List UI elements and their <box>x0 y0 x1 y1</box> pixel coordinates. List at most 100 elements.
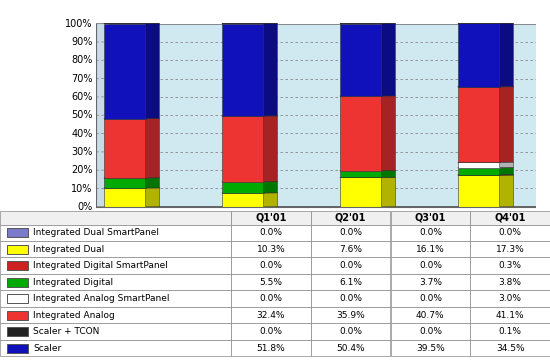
Polygon shape <box>104 24 146 119</box>
Bar <box>311 290 390 307</box>
Text: 51.8%: 51.8% <box>256 343 285 352</box>
Polygon shape <box>500 23 513 87</box>
Bar <box>311 323 390 340</box>
Bar <box>470 307 550 323</box>
Polygon shape <box>500 168 513 175</box>
Bar <box>311 340 390 356</box>
Text: 50.4%: 50.4% <box>336 343 365 352</box>
Text: 0.0%: 0.0% <box>339 261 362 270</box>
Bar <box>0 323 231 340</box>
Bar <box>390 225 470 241</box>
Polygon shape <box>382 96 395 171</box>
Text: Q4'01: Q4'01 <box>463 214 494 224</box>
Bar <box>470 290 550 307</box>
Polygon shape <box>104 178 146 188</box>
Polygon shape <box>500 162 513 168</box>
Polygon shape <box>104 119 146 178</box>
Text: Q4'01: Q4'01 <box>494 213 526 223</box>
Polygon shape <box>382 171 395 178</box>
Polygon shape <box>340 96 382 171</box>
Bar <box>470 211 550 225</box>
Polygon shape <box>146 188 159 207</box>
Polygon shape <box>263 116 277 182</box>
Bar <box>311 257 390 274</box>
Text: 90%: 90% <box>71 37 92 47</box>
Text: 34.5%: 34.5% <box>496 343 525 352</box>
Bar <box>390 290 470 307</box>
Polygon shape <box>382 24 395 96</box>
Text: 39.5%: 39.5% <box>416 343 445 352</box>
Text: 0.0%: 0.0% <box>260 228 282 237</box>
Text: 40.7%: 40.7% <box>416 311 445 319</box>
Text: 41.1%: 41.1% <box>496 311 525 319</box>
Text: 0.0%: 0.0% <box>499 228 521 237</box>
Text: 100%: 100% <box>65 19 92 29</box>
Text: Q3'01: Q3'01 <box>415 213 446 223</box>
Bar <box>7 327 28 336</box>
Bar <box>0 340 231 356</box>
Bar <box>231 211 311 225</box>
Bar <box>390 211 470 225</box>
Text: 50%: 50% <box>71 110 92 120</box>
Text: 17.3%: 17.3% <box>496 245 525 254</box>
Polygon shape <box>222 116 263 182</box>
Bar <box>311 307 390 323</box>
Bar <box>470 323 550 340</box>
Text: Integrated Analog SmartPanel: Integrated Analog SmartPanel <box>34 294 170 303</box>
Bar <box>0 241 231 257</box>
Polygon shape <box>263 182 277 193</box>
Text: 0.0%: 0.0% <box>419 261 442 270</box>
Bar <box>0 225 231 241</box>
Bar <box>470 340 550 356</box>
Text: 0.0%: 0.0% <box>260 327 282 336</box>
Polygon shape <box>382 177 395 207</box>
Polygon shape <box>263 193 277 207</box>
Text: 5.5%: 5.5% <box>260 278 282 287</box>
Bar <box>0 211 231 225</box>
Polygon shape <box>340 178 382 207</box>
Bar <box>231 274 311 290</box>
Bar <box>231 225 311 241</box>
Text: 70%: 70% <box>71 74 92 83</box>
Text: Integrated Dual: Integrated Dual <box>34 245 104 254</box>
Polygon shape <box>222 182 263 193</box>
Text: 16.1%: 16.1% <box>416 245 445 254</box>
Text: Integrated Digital SmartPanel: Integrated Digital SmartPanel <box>34 261 168 270</box>
Text: 0.0%: 0.0% <box>339 294 362 303</box>
Bar <box>231 290 311 307</box>
Text: Scaler: Scaler <box>34 343 62 352</box>
Bar <box>7 311 28 320</box>
Text: 0%: 0% <box>77 202 92 212</box>
Polygon shape <box>340 171 382 178</box>
Polygon shape <box>340 24 382 96</box>
Text: 0.3%: 0.3% <box>499 261 521 270</box>
Bar <box>390 274 470 290</box>
Bar <box>231 241 311 257</box>
Text: 80%: 80% <box>71 55 92 65</box>
Text: Q2'01: Q2'01 <box>227 214 258 224</box>
Text: 0.0%: 0.0% <box>339 228 362 237</box>
Text: Q2'01: Q2'01 <box>335 213 366 223</box>
Text: 0.0%: 0.0% <box>419 327 442 336</box>
Polygon shape <box>263 24 277 116</box>
Text: Integrated Analog: Integrated Analog <box>34 311 115 319</box>
Polygon shape <box>458 162 500 168</box>
Text: Q3'01: Q3'01 <box>345 214 376 224</box>
Text: Q1'01: Q1'01 <box>255 213 287 223</box>
Bar <box>311 241 390 257</box>
Polygon shape <box>110 24 550 207</box>
Polygon shape <box>500 175 513 207</box>
Polygon shape <box>500 87 513 162</box>
Bar <box>390 340 470 356</box>
Polygon shape <box>146 178 159 188</box>
Bar <box>390 241 470 257</box>
Bar <box>0 274 231 290</box>
Text: Integrated Digital: Integrated Digital <box>34 278 113 287</box>
Bar <box>231 257 311 274</box>
Polygon shape <box>458 175 500 207</box>
Polygon shape <box>96 24 110 207</box>
Bar <box>470 241 550 257</box>
Bar <box>231 323 311 340</box>
Bar <box>7 228 28 237</box>
Polygon shape <box>458 87 500 162</box>
